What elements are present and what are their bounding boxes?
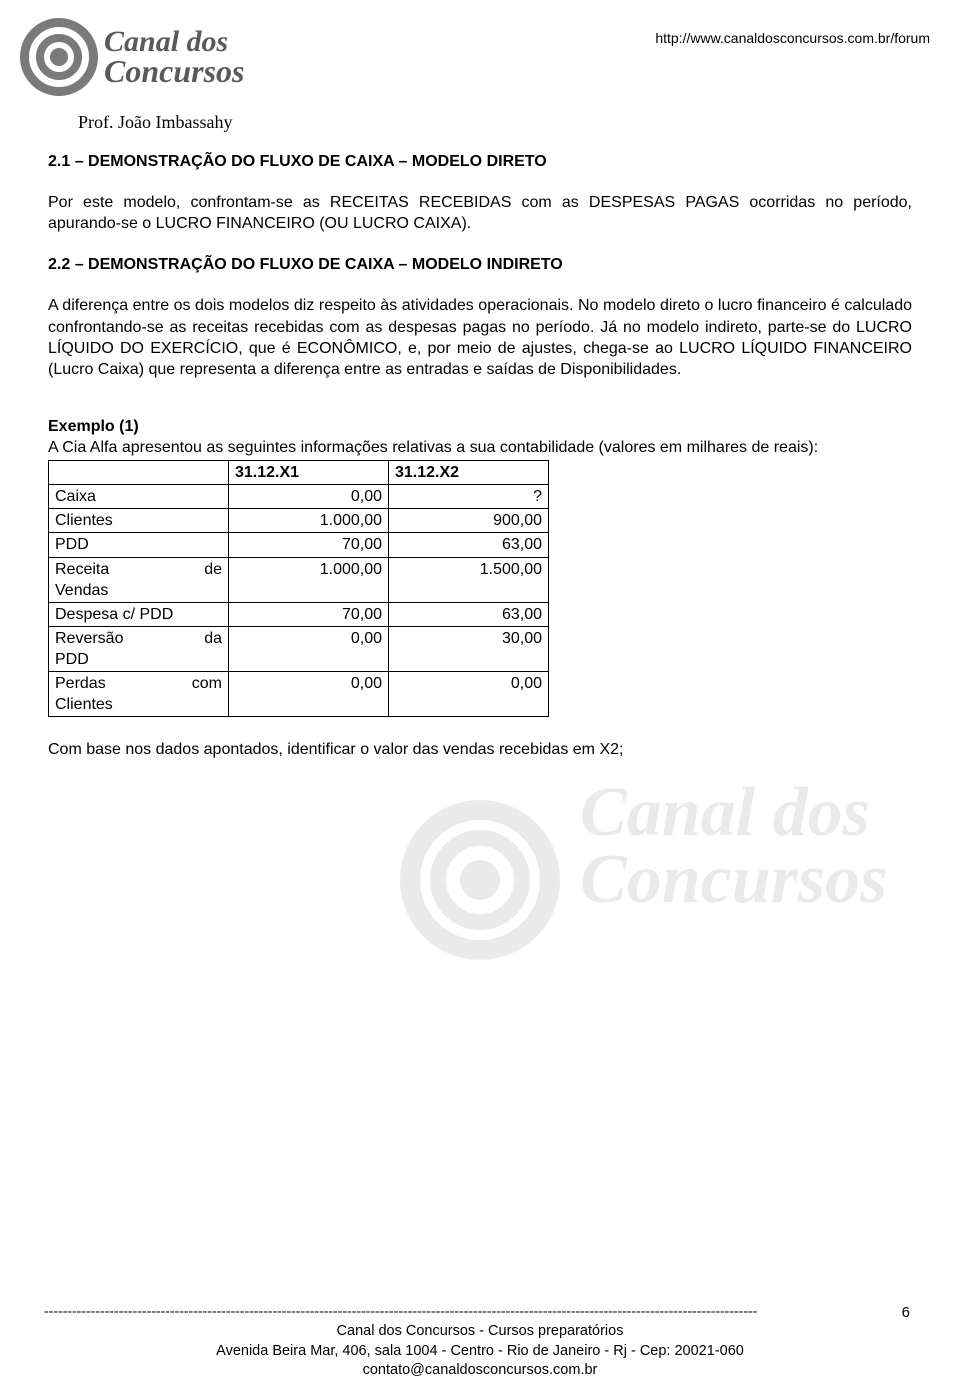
example-lead-text: A Cia Alfa apresentou as seguintes infor… [48, 439, 818, 456]
author-line: Prof. João Imbassahy [0, 96, 960, 133]
row-value: 0,00 [229, 485, 389, 509]
table-row: Caixa 0,00 ? [49, 485, 549, 509]
table-row: PDD 70,00 63,00 [49, 533, 549, 557]
watermark-line2: Concursos [580, 847, 887, 914]
footer-line1: Canal dos Concursos - Cursos preparatóri… [0, 1322, 960, 1342]
row-label: Receita de Vendas [49, 557, 229, 602]
page-footer: ----------------------------------------… [0, 1303, 960, 1381]
footer-separator: ----------------------------------------… [0, 1303, 960, 1322]
logo: Canal dos Concursos [20, 18, 245, 96]
section1-paragraph: Por este modelo, confrontam-se as RECEIT… [48, 192, 912, 234]
table-header-cell: 31.12.X1 [229, 461, 389, 485]
row-value: 0,00 [389, 672, 549, 717]
row-label: Despesa c/ PDD [49, 602, 229, 626]
row-value: 30,00 [389, 626, 549, 671]
logo-text-line1: Canal dos [104, 28, 245, 57]
row-value: 0,00 [229, 672, 389, 717]
row-value: 1.000,00 [229, 509, 389, 533]
table-row: Despesa c/ PDD 70,00 63,00 [49, 602, 549, 626]
row-value: 63,00 [389, 602, 549, 626]
example-block: Exemplo (1) A Cia Alfa apresentou as seg… [48, 416, 912, 458]
main-content: 2.1 – DEMONSTRAÇÃO DO FLUXO DE CAIXA – M… [0, 133, 960, 760]
watermark: Canal dos Concursos [400, 740, 960, 1040]
footer-line3: contato@canaldosconcursos.com.br [0, 1361, 960, 1381]
table-row: Reversão da PDD 0,00 30,00 [49, 626, 549, 671]
table-header-row: 31.12.X1 31.12.X2 [49, 461, 549, 485]
row-label: Reversão da PDD [49, 626, 229, 671]
row-value: 63,00 [389, 533, 549, 557]
watermark-line1: Canal dos [580, 780, 887, 847]
table-row: Receita de Vendas 1.000,00 1.500,00 [49, 557, 549, 602]
target-icon [20, 18, 98, 96]
row-label: Clientes [49, 509, 229, 533]
page-header: Canal dos Concursos http://www.canaldosc… [0, 0, 960, 96]
row-label: PDD [49, 533, 229, 557]
example-title: Exemplo (1) [48, 418, 139, 435]
table-header-cell [49, 461, 229, 485]
logo-text-line2: Concursos [104, 56, 245, 86]
footer-line2: Avenida Beira Mar, 406, sala 1004 - Cent… [0, 1342, 960, 1362]
section2-paragraph: A diferença entre os dois modelos diz re… [48, 295, 912, 379]
table-row: Perdas com Clientes 0,00 0,00 [49, 672, 549, 717]
table-header-cell: 31.12.X2 [389, 461, 549, 485]
row-value: 70,00 [229, 533, 389, 557]
row-value: ? [389, 485, 549, 509]
example-table: 31.12.X1 31.12.X2 Caixa 0,00 ? Clientes … [48, 460, 549, 717]
row-value: 1.500,00 [389, 557, 549, 602]
section2-heading: 2.2 – DEMONSTRAÇÃO DO FLUXO DE CAIXA – M… [48, 254, 912, 275]
row-label: Caixa [49, 485, 229, 509]
row-label: Perdas com Clientes [49, 672, 229, 717]
row-value: 1.000,00 [229, 557, 389, 602]
table-row: Clientes 1.000,00 900,00 [49, 509, 549, 533]
row-value: 900,00 [389, 509, 549, 533]
row-value: 70,00 [229, 602, 389, 626]
header-url: http://www.canaldosconcursos.com.br/foru… [655, 18, 930, 46]
row-value: 0,00 [229, 626, 389, 671]
section1-heading: 2.1 – DEMONSTRAÇÃO DO FLUXO DE CAIXA – M… [48, 151, 912, 172]
example-note: Com base nos dados apontados, identifica… [48, 739, 912, 760]
